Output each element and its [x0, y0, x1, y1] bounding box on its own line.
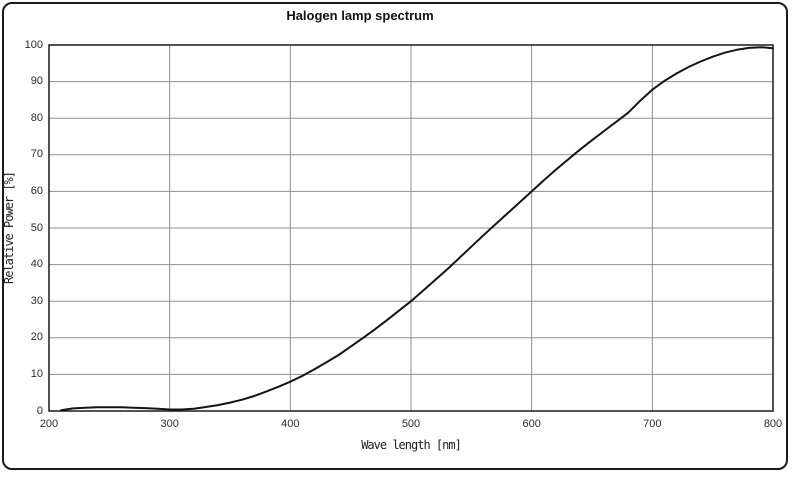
- chart-title: Halogen lamp spectrum: [286, 8, 434, 23]
- y-tick-label: 80: [30, 111, 43, 124]
- spectrum-curve: [60, 46, 774, 412]
- x-tick-label: 600: [522, 418, 541, 430]
- x-axis-label: Wave length [nm]: [361, 438, 462, 452]
- y-tick-label: 60: [30, 184, 43, 197]
- x-tick-label: 800: [763, 418, 783, 430]
- x-tick-label: 700: [643, 418, 662, 430]
- y-tick-label: 0: [36, 404, 43, 417]
- y-tick-label: 10: [30, 367, 43, 380]
- y-tick-label: 40: [30, 258, 43, 271]
- x-tick-label: 300: [160, 418, 179, 430]
- y-tick-label: 30: [30, 294, 43, 307]
- y-tick-label: 20: [30, 331, 43, 344]
- x-tick-label: 400: [281, 418, 300, 430]
- y-tick-label: 90: [30, 75, 43, 88]
- y-tick-label: 100: [24, 38, 43, 51]
- y-tick-label: 70: [30, 148, 43, 161]
- y-tick-label: 50: [30, 221, 43, 234]
- plot-frame: [48, 44, 774, 412]
- x-tick-label: 500: [401, 418, 421, 430]
- x-tick-label: 200: [39, 418, 59, 430]
